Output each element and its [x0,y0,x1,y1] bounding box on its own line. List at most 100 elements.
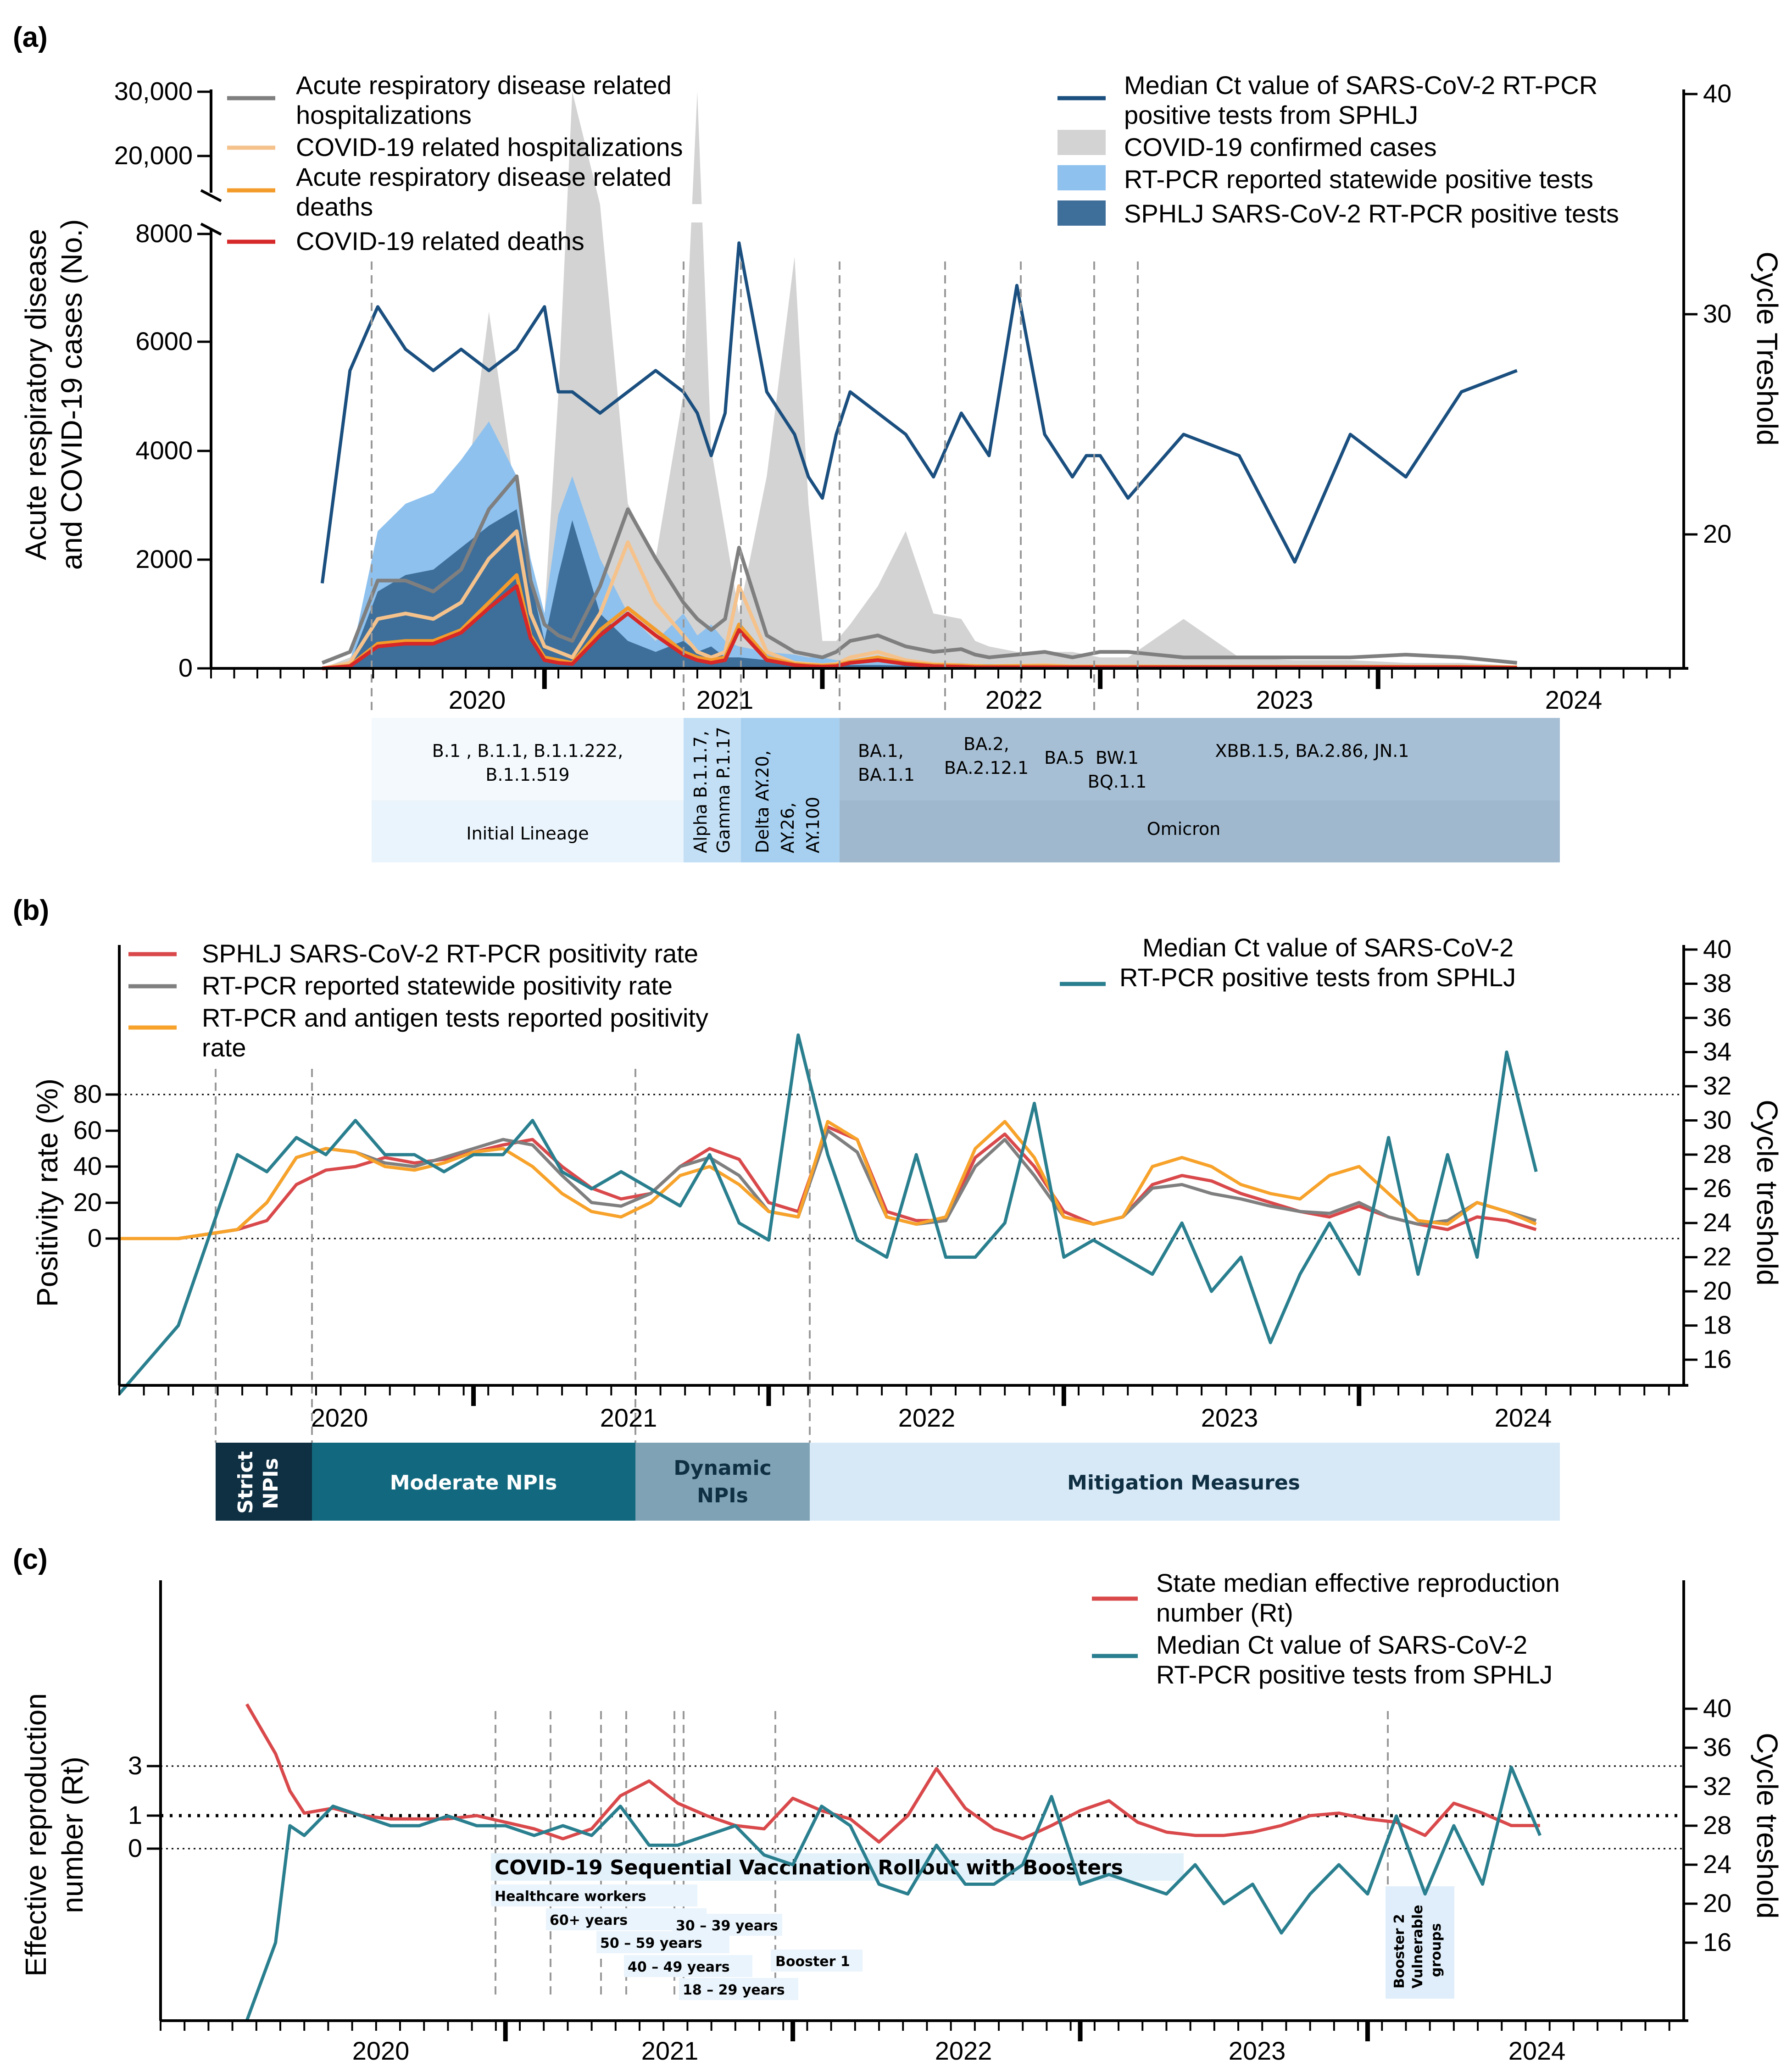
y2-tick-label: 40 [1703,934,1731,963]
vaccination-group: 18 – 29 years [683,1982,785,1998]
legend-label: COVID-19 related hospitalizations [296,133,683,161]
vaccination-group: 40 – 49 years [628,1959,730,1975]
variant-label: BW.1 [1096,748,1139,768]
variant-label: BA.1, [858,741,904,761]
y2-tick-label: 20 [1703,1276,1731,1305]
variant-label: BA.1.1 [858,765,915,785]
panel-b-legend-right: Median Ct value of SARS-CoV-2 RT-PCR pos… [1060,933,1516,992]
x-tick-label: 2020 [311,1403,368,1432]
lineage-name: Omicron [1147,819,1221,839]
y2-tick-label: 20 [1703,519,1731,548]
y2-tick-label: 36 [1703,1733,1731,1761]
panel-b-label: (b) [13,895,49,926]
y2-tick-label: 38 [1703,969,1731,998]
y2-tick-label: 22 [1703,1242,1731,1271]
vaccination-title: COVID-19 Sequential Vaccination Rollout … [495,1856,1123,1879]
y-tick-label: 0 [178,653,193,682]
legend-label: hospitalizations [296,100,472,129]
y-tick-label: 2000 [135,545,193,573]
vaccination-group: 30 – 39 years [676,1918,778,1934]
x-tick-label: 2024 [1495,1403,1552,1432]
panel-c-x-ticks [160,2021,1670,2041]
panel-c-y2-axis-title: Cycle treshold [1751,1733,1784,1919]
legend-label: RT-PCR reported statewide positivity rat… [202,971,673,1000]
line-rt-pcr-and-antigen-tests-reported-positivity-rate [119,1120,1537,1240]
npi-label: NPIs [259,1458,283,1509]
x-tick-label: 2023 [1201,1403,1258,1432]
line-median-ct-value-of-sars-cov-2-rt-pcr-positive-tests-from-sphlj [118,1033,1538,1395]
legend-label: Median Ct value of SARS-CoV-2 RT-PCR [1124,71,1597,100]
legend-swatch [1057,200,1106,226]
line-rt-pcr-reported-statewide-positivity-rate [119,1129,1537,1240]
panel-b: (b) 80 60 40 20 0 40 38 36 34 32 30 28 26 24 22 20… [13,895,1784,1521]
y2-tick-label: 24 [1703,1850,1731,1878]
y-tick-label: 8000 [135,219,193,248]
legend-label: Median Ct value of SARS-CoV-2 [1142,933,1514,962]
legend-label: Median Ct value of SARS-CoV-2 [1156,1630,1527,1659]
legend-label: RT-PCR and antigen tests reported positi… [202,1003,708,1032]
npi-label: NPIs [697,1484,748,1507]
axis-break-mark [200,222,222,236]
y2-tick-label: 32 [1703,1071,1731,1100]
x-tick-label: 2023 [1229,2036,1286,2065]
panel-b-series [118,1033,1538,1395]
variant-label: Gamma P.1.17 [713,727,734,853]
legend-label: SPHLJ SARS-CoV-2 RT-PCR positivity rate [202,939,698,968]
panel-a-legend-right: Median Ct value of SARS-CoV-2 RT-PCR pos… [1057,71,1619,228]
legend-label: State median effective reproduction [1156,1568,1560,1597]
variant-label: BA.5 [1044,748,1085,768]
x-tick-label: 2023 [1256,685,1313,714]
y-tick-label: 20 [73,1188,102,1217]
y-tick-label: 4000 [135,436,193,465]
y2-tick-label: 28 [1703,1139,1731,1168]
panel-c-series [245,1703,1542,2022]
y2-tick-label: 24 [1703,1208,1731,1237]
y2-tick-label: 34 [1703,1037,1731,1066]
panel-c-x-tick-labels: 2020 2021 2022 2023 2024 [352,2036,1566,2065]
panel-c-y-ticks: 3 1 0 [128,1751,161,1862]
legend-swatch [1057,165,1106,190]
panel-c-y-axis-title: number (Rt) [56,1756,89,1913]
panel-a-y2-axis-title: Cycle Treshold [1751,251,1784,445]
variant-label: BQ.1.1 [1088,772,1147,792]
y2-tick-label: 36 [1703,1003,1731,1032]
panel-b-y-axis-title: Positivity rate (%) [31,1078,64,1307]
legend-swatch [1057,130,1106,155]
x-tick-label: 2022 [898,1403,956,1432]
panel-b-y2-axis-title: Cycle treshold [1751,1100,1784,1286]
vaccination-timeline: COVID-19 Sequential Vaccination Rollout … [491,1853,1454,2000]
panel-a-legend-left: Acute respiratory disease related hospit… [227,71,683,256]
panel-c-y-axis-title: Effective reproduction [19,1693,52,1977]
area-rt-pcr-reported-statewide-positive-tests [322,421,1517,668]
panel-c-label: (c) [13,1544,48,1575]
panel-a: (a) 30,000 20,000 8000 6000 4000 2000 0 [13,22,1784,862]
panel-a-y2-ticks: 40 30 20 [1684,79,1731,548]
legend-label: SPHLJ SARS-CoV-2 RT-PCR positive tests [1124,199,1619,228]
npi-label: Dynamic [673,1456,771,1480]
variant-label: Delta AY.20, [752,750,773,853]
legend-label: Acute respiratory disease related [296,71,672,100]
x-tick-label: 2022 [935,2036,992,2065]
legend-label: COVID-19 related deaths [296,227,584,256]
y2-tick-label: 16 [1703,1345,1731,1373]
panel-a-y-axis-title: Acute respiratory disease [19,229,52,560]
vaccination-group: Vulnerable [1410,1905,1426,1989]
npi-label: Moderate NPIs [390,1471,557,1495]
panel-b-legend-left: SPHLJ SARS-CoV-2 RT-PCR positivity rate … [128,939,708,1062]
panel-c: (c) COVID-19 Sequential Vaccination Roll… [13,1544,1784,2065]
panel-a-y-ticks: 30,000 20,000 8000 6000 4000 2000 0 [114,77,211,682]
y2-tick-label: 30 [1703,299,1731,328]
variant-label: BA.2.12.1 [944,758,1029,778]
y-tick-label: 80 [73,1079,102,1108]
y-tick-label: 6000 [135,327,193,356]
panel-b-x-tick-labels: 2020 2021 2022 2023 2024 [311,1403,1552,1432]
panel-c-legend-right: State median effective reproduction numb… [1092,1568,1560,1689]
variant-label: B.1.1.519 [485,765,569,785]
vaccination-group: Booster 1 [775,1954,850,1970]
npi-timeline: Strict NPIs Moderate NPIs Dynamic NPIs M… [216,1443,1560,1521]
line-median-ct-value-of-sars-cov-2-rt-pcr-positive-tests-from-sphlj [245,1766,1542,2022]
vaccination-group: 50 – 59 years [600,1935,702,1951]
y-tick-label: 3 [128,1751,142,1780]
y-tick-label: 0 [88,1223,102,1252]
